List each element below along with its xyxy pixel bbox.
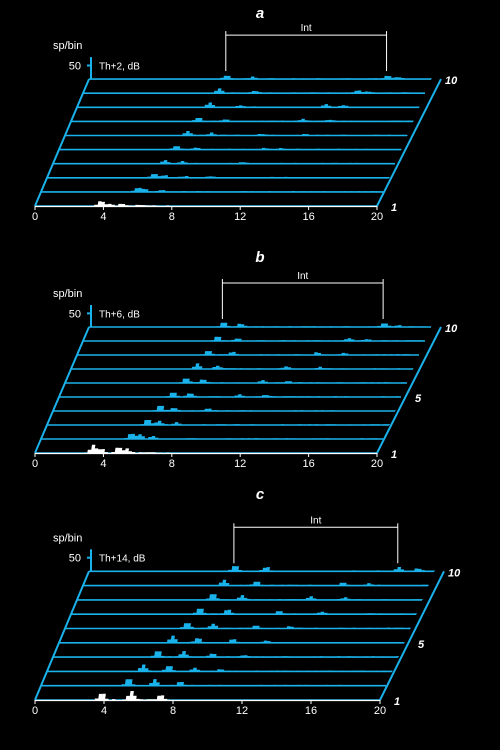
depth-axis-right: [376, 78, 442, 207]
trace-number-label: 10: [445, 75, 458, 87]
histogram-trace-3: [147, 174, 391, 178]
trace-number-label: 10: [448, 567, 461, 579]
depth-axis-left: [34, 326, 90, 454]
x-tick-label: 12: [234, 211, 246, 223]
histogram-trace-6: [178, 378, 405, 383]
x-tick-label: 16: [302, 458, 314, 470]
histogram-trace-6: [179, 623, 412, 629]
stimulus-condition: Th+2, dB: [99, 62, 140, 73]
x-tick-label: 4: [100, 458, 106, 470]
x-tick-label: 4: [100, 211, 106, 223]
histogram-trace-1: [83, 444, 170, 453]
x-tick-label: 8: [169, 211, 175, 223]
interval-label: Int: [310, 515, 321, 526]
histogram-trace-5: [166, 392, 399, 397]
x-tick-label: 0: [32, 458, 38, 470]
x-tick-label: 8: [169, 458, 175, 470]
depth-axis-left: [34, 78, 90, 207]
interval-label: Int: [301, 23, 312, 34]
x-tick-label: 20: [371, 458, 383, 470]
histogram-trace-7: [191, 363, 414, 369]
x-tick-label: 12: [236, 705, 248, 717]
depth-axis-right: [379, 570, 445, 701]
histogram-trace-5: [169, 146, 403, 150]
depth-axis-right: [376, 326, 442, 454]
x-tick-label: 20: [371, 211, 383, 223]
x-tick-label: 20: [374, 705, 386, 717]
histogram-trace-4: [150, 651, 400, 658]
histogram-trace-8: [201, 351, 410, 355]
histogram-trace-3: [134, 664, 394, 672]
histogram-trace-2: [121, 679, 384, 686]
trace-number-label: 5: [418, 639, 425, 651]
y-tick-label: 50: [69, 308, 81, 320]
panel-b: b 0 4 8 12 16 20 50 sp/bin Th+6, dB Int 1 5 10: [32, 249, 458, 470]
histogram-trace-10: [228, 566, 436, 572]
interval-label: Int: [297, 271, 308, 282]
x-tick-label: 16: [305, 705, 317, 717]
x-tick-label: 0: [32, 705, 38, 717]
x-tick-label: 4: [101, 705, 107, 717]
stimulus-condition: Th+6, dB: [99, 309, 140, 320]
histogram-trace-1: [94, 691, 171, 700]
trace-number-label: 1: [391, 202, 397, 214]
trace-number-label: 1: [394, 696, 400, 708]
histogram-trace-5: [163, 635, 406, 643]
trace-number-label: 1: [391, 449, 397, 461]
histogram-trace-10: [216, 322, 429, 327]
histogram-trace-4: [160, 160, 390, 164]
histogram-trace-1: [94, 201, 170, 206]
x-tick-label: 12: [234, 458, 246, 470]
histogram-trace-3: [140, 420, 391, 425]
y-axis-label: sp/bin: [53, 288, 82, 300]
histogram-trace-10: [220, 75, 433, 80]
panel-letter: c: [256, 486, 265, 503]
histogram-trace-7: [191, 118, 415, 122]
histogram-trace-9: [210, 336, 423, 341]
x-tick-label: 0: [32, 211, 38, 223]
histogram-trace-7: [192, 608, 418, 615]
panel-letter: b: [255, 249, 264, 266]
histogram-trace-4: [153, 405, 397, 411]
histogram-trace-8: [205, 594, 424, 600]
y-tick-label: 50: [69, 553, 81, 565]
panel-letter: a: [256, 5, 264, 22]
y-axis-label: sp/bin: [53, 532, 82, 544]
histogram-trace-2: [130, 187, 385, 192]
trace-number-label: 10: [445, 323, 458, 335]
panel-c: c 0 4 8 12 16 20 50 sp/bin Th+14, dB Int 1 5 10: [32, 486, 461, 717]
histogram-trace-9: [214, 88, 423, 94]
histogram-trace-2: [124, 433, 384, 439]
panel-a: a 0 4 8 12 16 20 50 sp/bin Th+2, dB Int 1 10: [32, 5, 458, 223]
x-tick-label: 8: [170, 705, 176, 717]
trace-number-label: 5: [415, 393, 422, 405]
stimulus-condition: Th+14, dB: [99, 554, 146, 565]
y-axis-label: sp/bin: [53, 40, 82, 52]
y-tick-label: 50: [69, 61, 81, 73]
x-tick-label: 16: [302, 211, 314, 223]
histogram-trace-8: [204, 102, 421, 108]
depth-axis-left: [34, 570, 90, 701]
histogram-trace-6: [182, 131, 409, 136]
histogram-trace-9: [218, 579, 430, 586]
